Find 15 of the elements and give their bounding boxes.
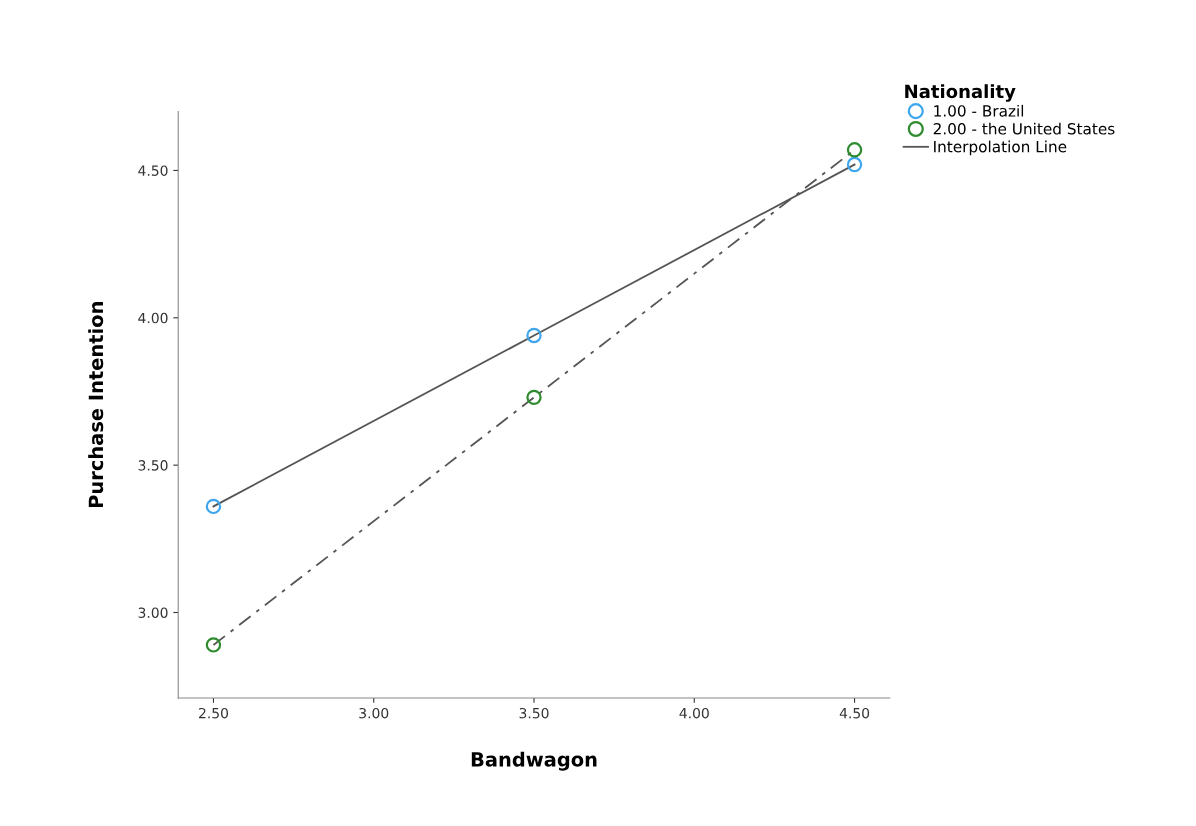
legend-title: Nationality [905,84,1016,102]
x-axis-title: Bandwagon [471,751,597,771]
x-tick-label: 3.50 [519,707,549,719]
y-tick-label: 3.50 [138,460,168,471]
legend-label: 1.00 - Brazil [934,104,1024,117]
x-tick-label: 2.50 [199,707,228,719]
x-tick-label: 4.50 [839,707,870,719]
y-tick-label: 3.00 [138,607,168,618]
x-tick-label: 4.00 [679,707,709,719]
y-axis-title: Purchase Intention [88,302,104,508]
x-tick-label: 3.00 [359,707,389,719]
legend-label: 2.00 - the United States [933,122,1115,135]
y-tick-label: 4.50 [138,165,168,176]
y-tick-label: 4.00 [138,312,168,324]
legend-label: Interpolation Line [934,140,1067,156]
